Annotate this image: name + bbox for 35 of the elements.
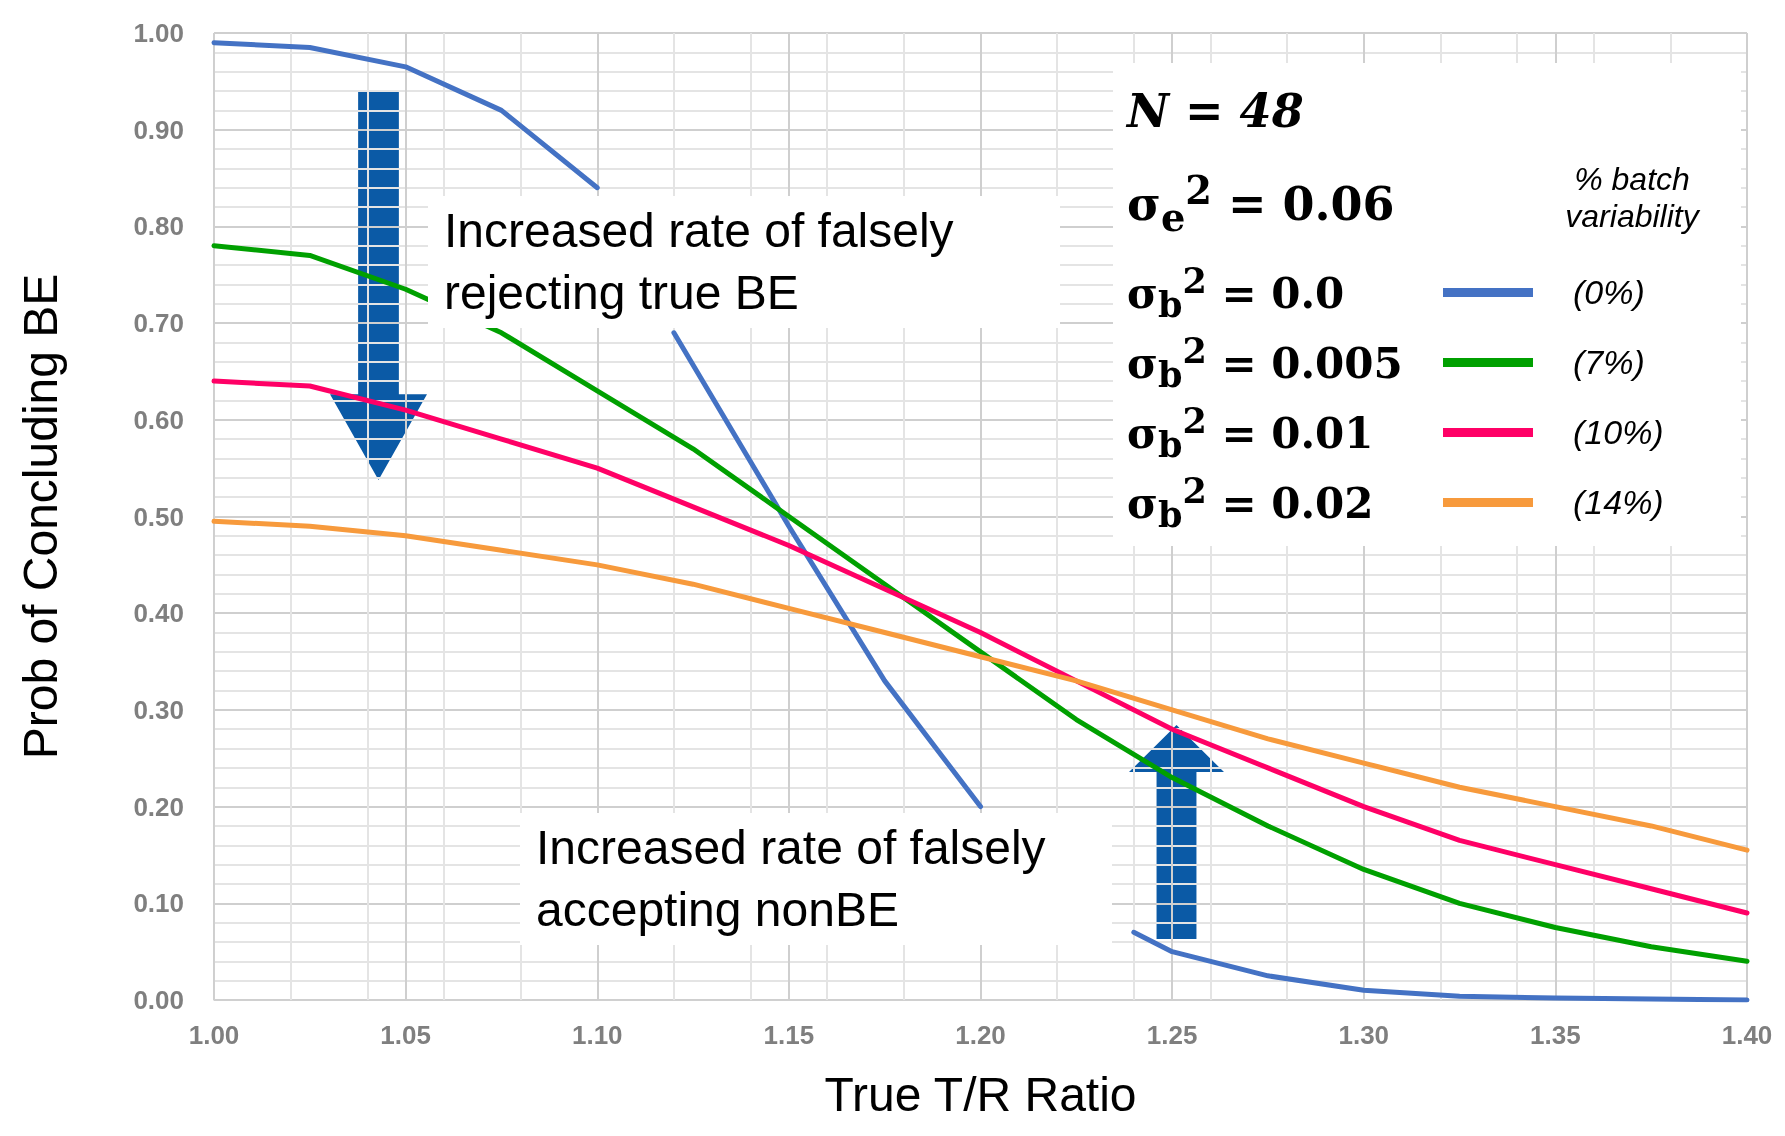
annotation: (7%): [1573, 343, 1645, 383]
y-tick-label: 0.90: [133, 114, 184, 145]
annotation: Increased rate of falsely rejecting true BE: [428, 196, 1060, 328]
x-tick-label: 1.10: [571, 1020, 623, 1050]
y-tick-label: 0.40: [133, 598, 184, 629]
annotation: σ$_{e}$$^{2}$ = 0.06: [1127, 167, 1395, 242]
x-tick-label: 1.00: [188, 1020, 240, 1050]
y-axis-title: Prob of Concluding BE: [13, 273, 67, 760]
annotation: (0%): [1573, 273, 1645, 313]
y-tick-label: 0.20: [133, 791, 184, 822]
legend-label: σ$_{b}$$^{2}$ = 0.02: [1127, 469, 1375, 536]
x-tick-label: 1.30: [1338, 1020, 1390, 1050]
legend-label: σ$_{b}$$^{2}$ = 0.005: [1127, 329, 1404, 396]
annotation: N = 48: [1127, 83, 1305, 140]
x-tick-label: 1.35: [1530, 1020, 1581, 1050]
y-tick-label: 0.80: [133, 211, 184, 242]
x-tick-label: 1.05: [380, 1020, 431, 1050]
x-tick-label: 1.40: [1721, 1020, 1773, 1050]
legend-label: σ$_{b}$$^{2}$ = 0.0: [1127, 259, 1346, 326]
y-tick-label: 0.00: [133, 985, 184, 1015]
x-axis-title: True T/R Ratio: [824, 1067, 1137, 1121]
x-tick-label: 1.20: [955, 1020, 1006, 1050]
legend-label: σ$_{b}$$^{2}$ = 0.01: [1127, 399, 1375, 466]
y-tick-label: 0.10: [133, 888, 184, 919]
legend-title: % batch variability: [1564, 161, 1701, 236]
y-tick-label: 1.00: [133, 18, 184, 48]
y-tick-label: 0.60: [133, 404, 184, 435]
y-tick-label: 0.50: [133, 501, 184, 532]
x-tick-label: 1.15: [763, 1020, 815, 1050]
annotation: (14%): [1573, 483, 1664, 523]
y-tick-label: 0.70: [133, 308, 184, 339]
annotation: Increased rate of falsely accepting nonBE: [520, 813, 1112, 945]
x-tick-label: 1.25: [1146, 1020, 1198, 1050]
y-tick-label: 0.30: [133, 694, 184, 725]
annotation: (10%): [1573, 413, 1664, 453]
